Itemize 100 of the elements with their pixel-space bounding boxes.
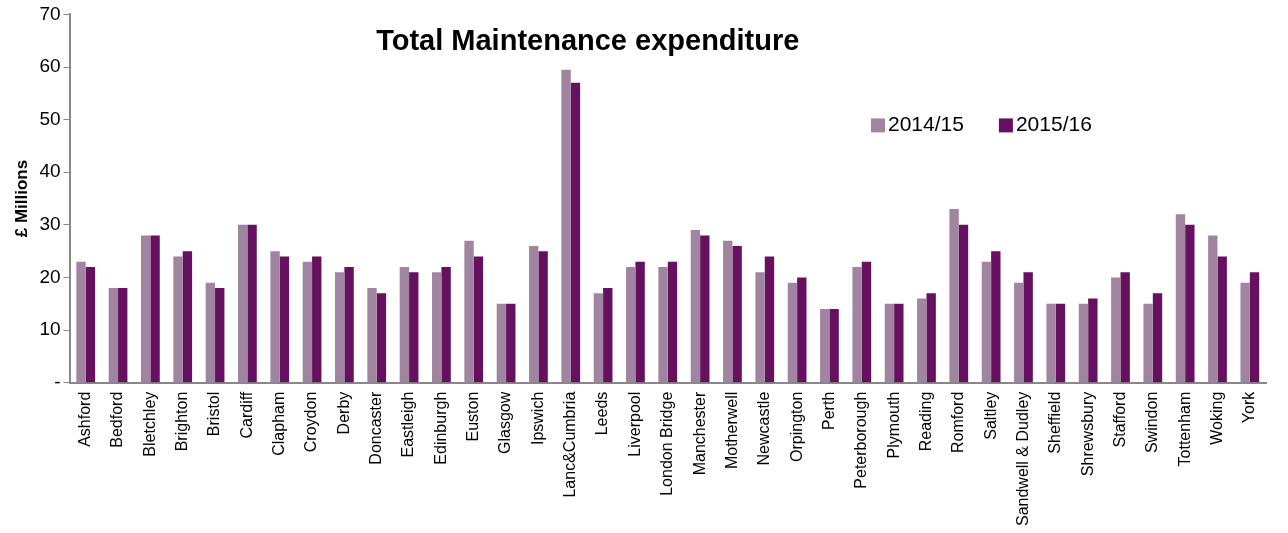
legend-label: 2015/16 bbox=[1015, 112, 1092, 136]
bar bbox=[1111, 277, 1121, 383]
bar bbox=[118, 288, 128, 383]
bar bbox=[473, 256, 484, 383]
bar bbox=[658, 266, 668, 383]
x-tick-label: York bbox=[1240, 390, 1258, 424]
bar bbox=[1240, 282, 1250, 383]
bar bbox=[141, 235, 151, 383]
x-tick-label: Manchester bbox=[690, 391, 708, 476]
bar bbox=[335, 272, 345, 383]
x-tick-label: Plymouth bbox=[884, 391, 902, 459]
bar bbox=[108, 288, 119, 383]
bar bbox=[1143, 303, 1153, 383]
x-tick-label: Ashford bbox=[76, 391, 94, 447]
x-tick-label: Swindon bbox=[1143, 391, 1161, 454]
bar bbox=[1055, 303, 1066, 383]
y-axis-title: £ Millions bbox=[11, 159, 31, 238]
x-tick-label: Cardiff bbox=[237, 391, 255, 439]
bar bbox=[1120, 272, 1130, 383]
bar bbox=[205, 282, 216, 383]
x-tick-label: Stafford bbox=[1110, 391, 1128, 448]
bar bbox=[1078, 303, 1089, 383]
bar bbox=[894, 303, 904, 383]
bar bbox=[376, 293, 387, 383]
bar bbox=[441, 266, 451, 383]
bar bbox=[690, 230, 701, 383]
x-tick-label: Edinburgh bbox=[431, 391, 449, 465]
bar bbox=[797, 277, 807, 383]
y-tick-label: 20 bbox=[39, 265, 61, 287]
bar bbox=[958, 224, 969, 383]
x-tick-label: Leeds bbox=[593, 391, 611, 436]
legend-label: 2014/15 bbox=[888, 112, 964, 136]
bar bbox=[1088, 298, 1098, 383]
bar bbox=[700, 235, 710, 383]
y-tick-label: 30 bbox=[39, 213, 61, 235]
bar bbox=[344, 266, 354, 383]
bar bbox=[917, 298, 927, 383]
bar bbox=[1217, 256, 1227, 383]
y-tick-label: 10 bbox=[39, 318, 61, 340]
bar bbox=[820, 309, 830, 383]
bar bbox=[215, 288, 225, 383]
x-tick-label: Croydon bbox=[302, 391, 320, 453]
bar bbox=[247, 224, 257, 383]
x-tick-label: Derby bbox=[334, 391, 352, 435]
bar bbox=[593, 293, 604, 383]
x-tick-label: Liverpool bbox=[625, 391, 643, 457]
x-tick-label: Sheffield bbox=[1046, 391, 1064, 454]
y-tick-label: 70 bbox=[39, 2, 61, 24]
x-tick-label: Romford bbox=[949, 391, 967, 454]
bar bbox=[732, 245, 742, 383]
bar bbox=[464, 240, 474, 383]
bar bbox=[852, 266, 862, 383]
bar bbox=[432, 272, 442, 383]
bar bbox=[279, 256, 290, 383]
bar bbox=[1175, 214, 1186, 383]
bar bbox=[399, 266, 410, 383]
x-tick-label: Euston bbox=[464, 391, 482, 442]
x-tick-label: Motherwell bbox=[722, 391, 740, 470]
bar bbox=[150, 235, 160, 383]
bar bbox=[764, 256, 775, 383]
bar bbox=[829, 309, 839, 383]
x-tick-label: Brighton bbox=[173, 391, 191, 452]
chart-title: Total Maintenance expenditure bbox=[376, 24, 800, 57]
bar bbox=[496, 303, 507, 383]
x-tick-label: Doncaster bbox=[367, 391, 385, 465]
x-tick-label: Orpington bbox=[787, 391, 805, 462]
bar bbox=[538, 251, 548, 383]
bar bbox=[991, 251, 1001, 383]
bar bbox=[755, 272, 765, 383]
x-tick-label: Bedford bbox=[108, 391, 126, 448]
x-tick-label: Newcastle bbox=[755, 391, 773, 466]
bar bbox=[182, 251, 193, 383]
bar bbox=[1046, 303, 1056, 383]
bar bbox=[981, 261, 992, 383]
bar bbox=[949, 209, 959, 383]
y-tick-label: 50 bbox=[39, 107, 61, 129]
bar bbox=[529, 245, 539, 383]
bar bbox=[1208, 235, 1218, 383]
bar bbox=[626, 266, 636, 383]
bar bbox=[367, 288, 377, 383]
bar bbox=[635, 261, 645, 383]
x-tick-label: Bristol bbox=[205, 391, 223, 437]
x-tick-label: Clapham bbox=[270, 391, 288, 456]
bar bbox=[1249, 272, 1260, 383]
bar bbox=[506, 303, 516, 383]
bar bbox=[238, 224, 248, 383]
bar bbox=[76, 261, 86, 383]
x-tick-label: Tottenham bbox=[1175, 391, 1193, 467]
x-tick-label: Ipswich bbox=[528, 391, 546, 446]
bar bbox=[884, 303, 895, 383]
x-tick-label: Eastleigh bbox=[399, 391, 417, 458]
bar bbox=[723, 240, 733, 383]
bar bbox=[302, 261, 313, 383]
bar bbox=[570, 82, 581, 383]
bar bbox=[861, 261, 872, 383]
x-tick-label: Lanc&Cumbria bbox=[561, 391, 579, 498]
x-tick-label: Sandwell & Dudley bbox=[1013, 391, 1031, 526]
bar bbox=[312, 256, 322, 383]
y-tick-label: - bbox=[54, 370, 61, 392]
bar bbox=[926, 293, 936, 383]
